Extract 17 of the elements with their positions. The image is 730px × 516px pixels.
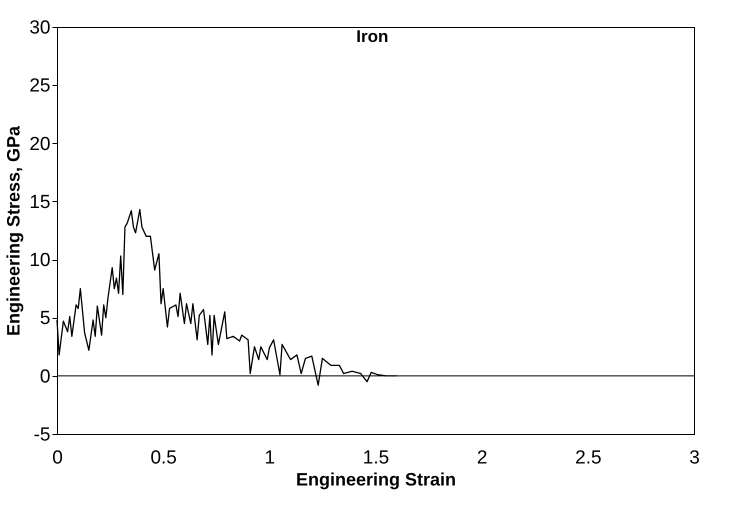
x-axis-title: Engineering Strain — [296, 470, 456, 490]
x-tick-label: 3 — [689, 448, 700, 468]
x-tick-label: 2 — [476, 448, 488, 468]
x-tick-label: 1.5 — [362, 448, 390, 468]
chart-title: Iron — [356, 27, 388, 46]
y-tick-label: 10 — [29, 250, 50, 272]
y-axis-title: Engineering Stress, GPa — [3, 124, 24, 336]
x-tick-label: 1 — [264, 448, 276, 468]
y-tick-label: 30 — [29, 18, 50, 38]
x-tick-label: 2.5 — [575, 448, 602, 468]
x-tick-label: 0.5 — [150, 448, 177, 468]
y-tick-label: -5 — [34, 424, 50, 446]
y-tick-label: 0 — [40, 366, 50, 388]
y-tick-label: 25 — [29, 76, 50, 97]
y-tick-label: 20 — [29, 134, 50, 155]
y-tick-label: 15 — [29, 192, 50, 213]
y-tick-label: 5 — [40, 308, 50, 330]
